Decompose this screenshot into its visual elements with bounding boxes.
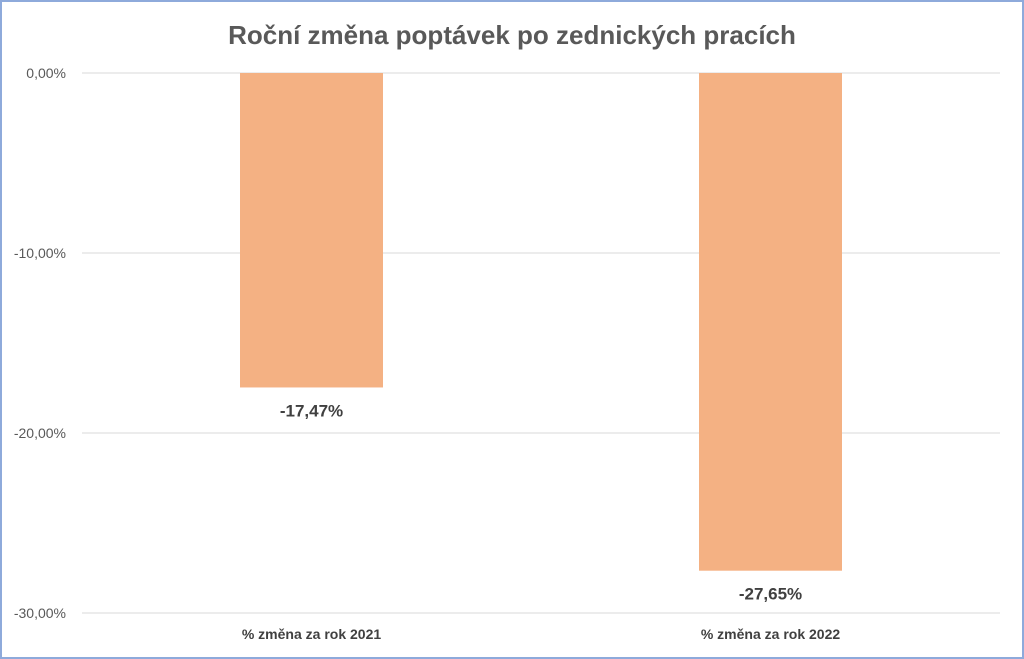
x-category-label: % změna za rok 2022 [701,626,841,642]
y-tick-label: -20,00% [14,425,66,441]
bar [240,73,383,388]
chart-title: Roční změna poptávek po zednických prací… [228,20,796,50]
y-tick-label: -30,00% [14,605,66,621]
y-tick-label: -10,00% [14,245,66,261]
data-label: -27,65% [739,585,802,604]
data-label: -17,47% [280,401,343,420]
x-category-label: % změna za rok 2021 [242,626,382,642]
y-tick-label: 0,00% [26,65,66,81]
bar [699,73,842,571]
